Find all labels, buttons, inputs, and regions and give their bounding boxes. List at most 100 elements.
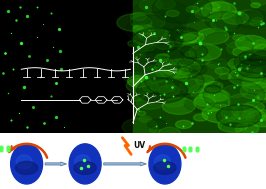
Circle shape — [237, 59, 266, 78]
Circle shape — [240, 122, 266, 136]
Circle shape — [250, 20, 261, 26]
Circle shape — [155, 54, 169, 62]
Circle shape — [146, 43, 197, 69]
Circle shape — [173, 65, 192, 74]
Ellipse shape — [149, 144, 181, 184]
Circle shape — [243, 102, 264, 112]
Circle shape — [240, 83, 266, 100]
Circle shape — [130, 13, 165, 30]
Circle shape — [139, 28, 170, 43]
Circle shape — [202, 109, 211, 114]
Circle shape — [255, 40, 265, 45]
Circle shape — [220, 73, 232, 79]
Circle shape — [203, 79, 265, 110]
Circle shape — [155, 57, 181, 70]
Circle shape — [234, 50, 266, 73]
Circle shape — [134, 33, 157, 45]
Circle shape — [189, 65, 207, 74]
Circle shape — [139, 0, 163, 11]
Circle shape — [195, 32, 253, 62]
Ellipse shape — [11, 144, 43, 184]
Circle shape — [242, 76, 266, 89]
Circle shape — [254, 69, 262, 73]
Circle shape — [132, 28, 183, 53]
Circle shape — [149, 81, 168, 91]
Circle shape — [139, 116, 151, 122]
Circle shape — [253, 44, 266, 56]
Circle shape — [184, 52, 211, 66]
Circle shape — [134, 38, 168, 55]
Circle shape — [233, 47, 252, 57]
Circle shape — [128, 40, 141, 47]
Polygon shape — [104, 162, 146, 166]
Circle shape — [225, 35, 253, 49]
Circle shape — [194, 93, 230, 111]
Text: UV: UV — [133, 141, 145, 150]
Circle shape — [184, 32, 204, 42]
Circle shape — [149, 128, 160, 133]
Circle shape — [155, 60, 183, 74]
Circle shape — [202, 105, 239, 123]
Circle shape — [223, 85, 248, 98]
Circle shape — [177, 58, 205, 72]
Circle shape — [131, 0, 190, 29]
Circle shape — [191, 88, 221, 103]
Circle shape — [231, 64, 250, 73]
Circle shape — [117, 14, 152, 31]
Circle shape — [128, 93, 144, 101]
Ellipse shape — [155, 155, 171, 169]
Circle shape — [147, 29, 167, 40]
Circle shape — [235, 111, 250, 119]
Circle shape — [137, 111, 146, 115]
Circle shape — [180, 79, 207, 93]
Circle shape — [151, 81, 175, 93]
Polygon shape — [45, 162, 66, 166]
Circle shape — [158, 85, 180, 96]
Circle shape — [165, 77, 199, 94]
Circle shape — [195, 8, 221, 20]
Circle shape — [251, 0, 266, 5]
Circle shape — [243, 10, 266, 23]
Circle shape — [205, 12, 243, 30]
Circle shape — [144, 66, 204, 96]
Circle shape — [155, 40, 174, 50]
Bar — [133, 0, 266, 133]
Circle shape — [215, 67, 229, 74]
Circle shape — [204, 85, 221, 93]
Circle shape — [228, 58, 250, 69]
Ellipse shape — [154, 161, 176, 174]
Circle shape — [252, 17, 263, 23]
Circle shape — [186, 20, 216, 35]
Circle shape — [163, 59, 200, 77]
Circle shape — [156, 0, 176, 9]
Circle shape — [251, 3, 260, 8]
Circle shape — [159, 64, 189, 79]
Circle shape — [228, 94, 260, 109]
Circle shape — [221, 106, 253, 122]
Circle shape — [197, 28, 229, 44]
Circle shape — [186, 6, 200, 13]
Circle shape — [216, 105, 261, 127]
Circle shape — [143, 83, 160, 92]
Circle shape — [242, 43, 260, 52]
Circle shape — [232, 111, 255, 122]
Circle shape — [235, 36, 266, 51]
Circle shape — [159, 127, 180, 138]
Circle shape — [242, 78, 266, 93]
Circle shape — [246, 62, 266, 75]
Circle shape — [228, 69, 263, 86]
Circle shape — [236, 125, 244, 129]
Circle shape — [127, 75, 151, 87]
Ellipse shape — [15, 161, 38, 174]
Circle shape — [134, 56, 180, 79]
Circle shape — [180, 44, 208, 58]
Circle shape — [235, 123, 259, 135]
Circle shape — [138, 43, 155, 51]
Circle shape — [189, 44, 221, 60]
Circle shape — [189, 84, 219, 98]
Circle shape — [134, 25, 143, 30]
Circle shape — [153, 67, 165, 73]
Circle shape — [254, 95, 266, 103]
Ellipse shape — [74, 161, 96, 174]
Circle shape — [247, 110, 266, 127]
